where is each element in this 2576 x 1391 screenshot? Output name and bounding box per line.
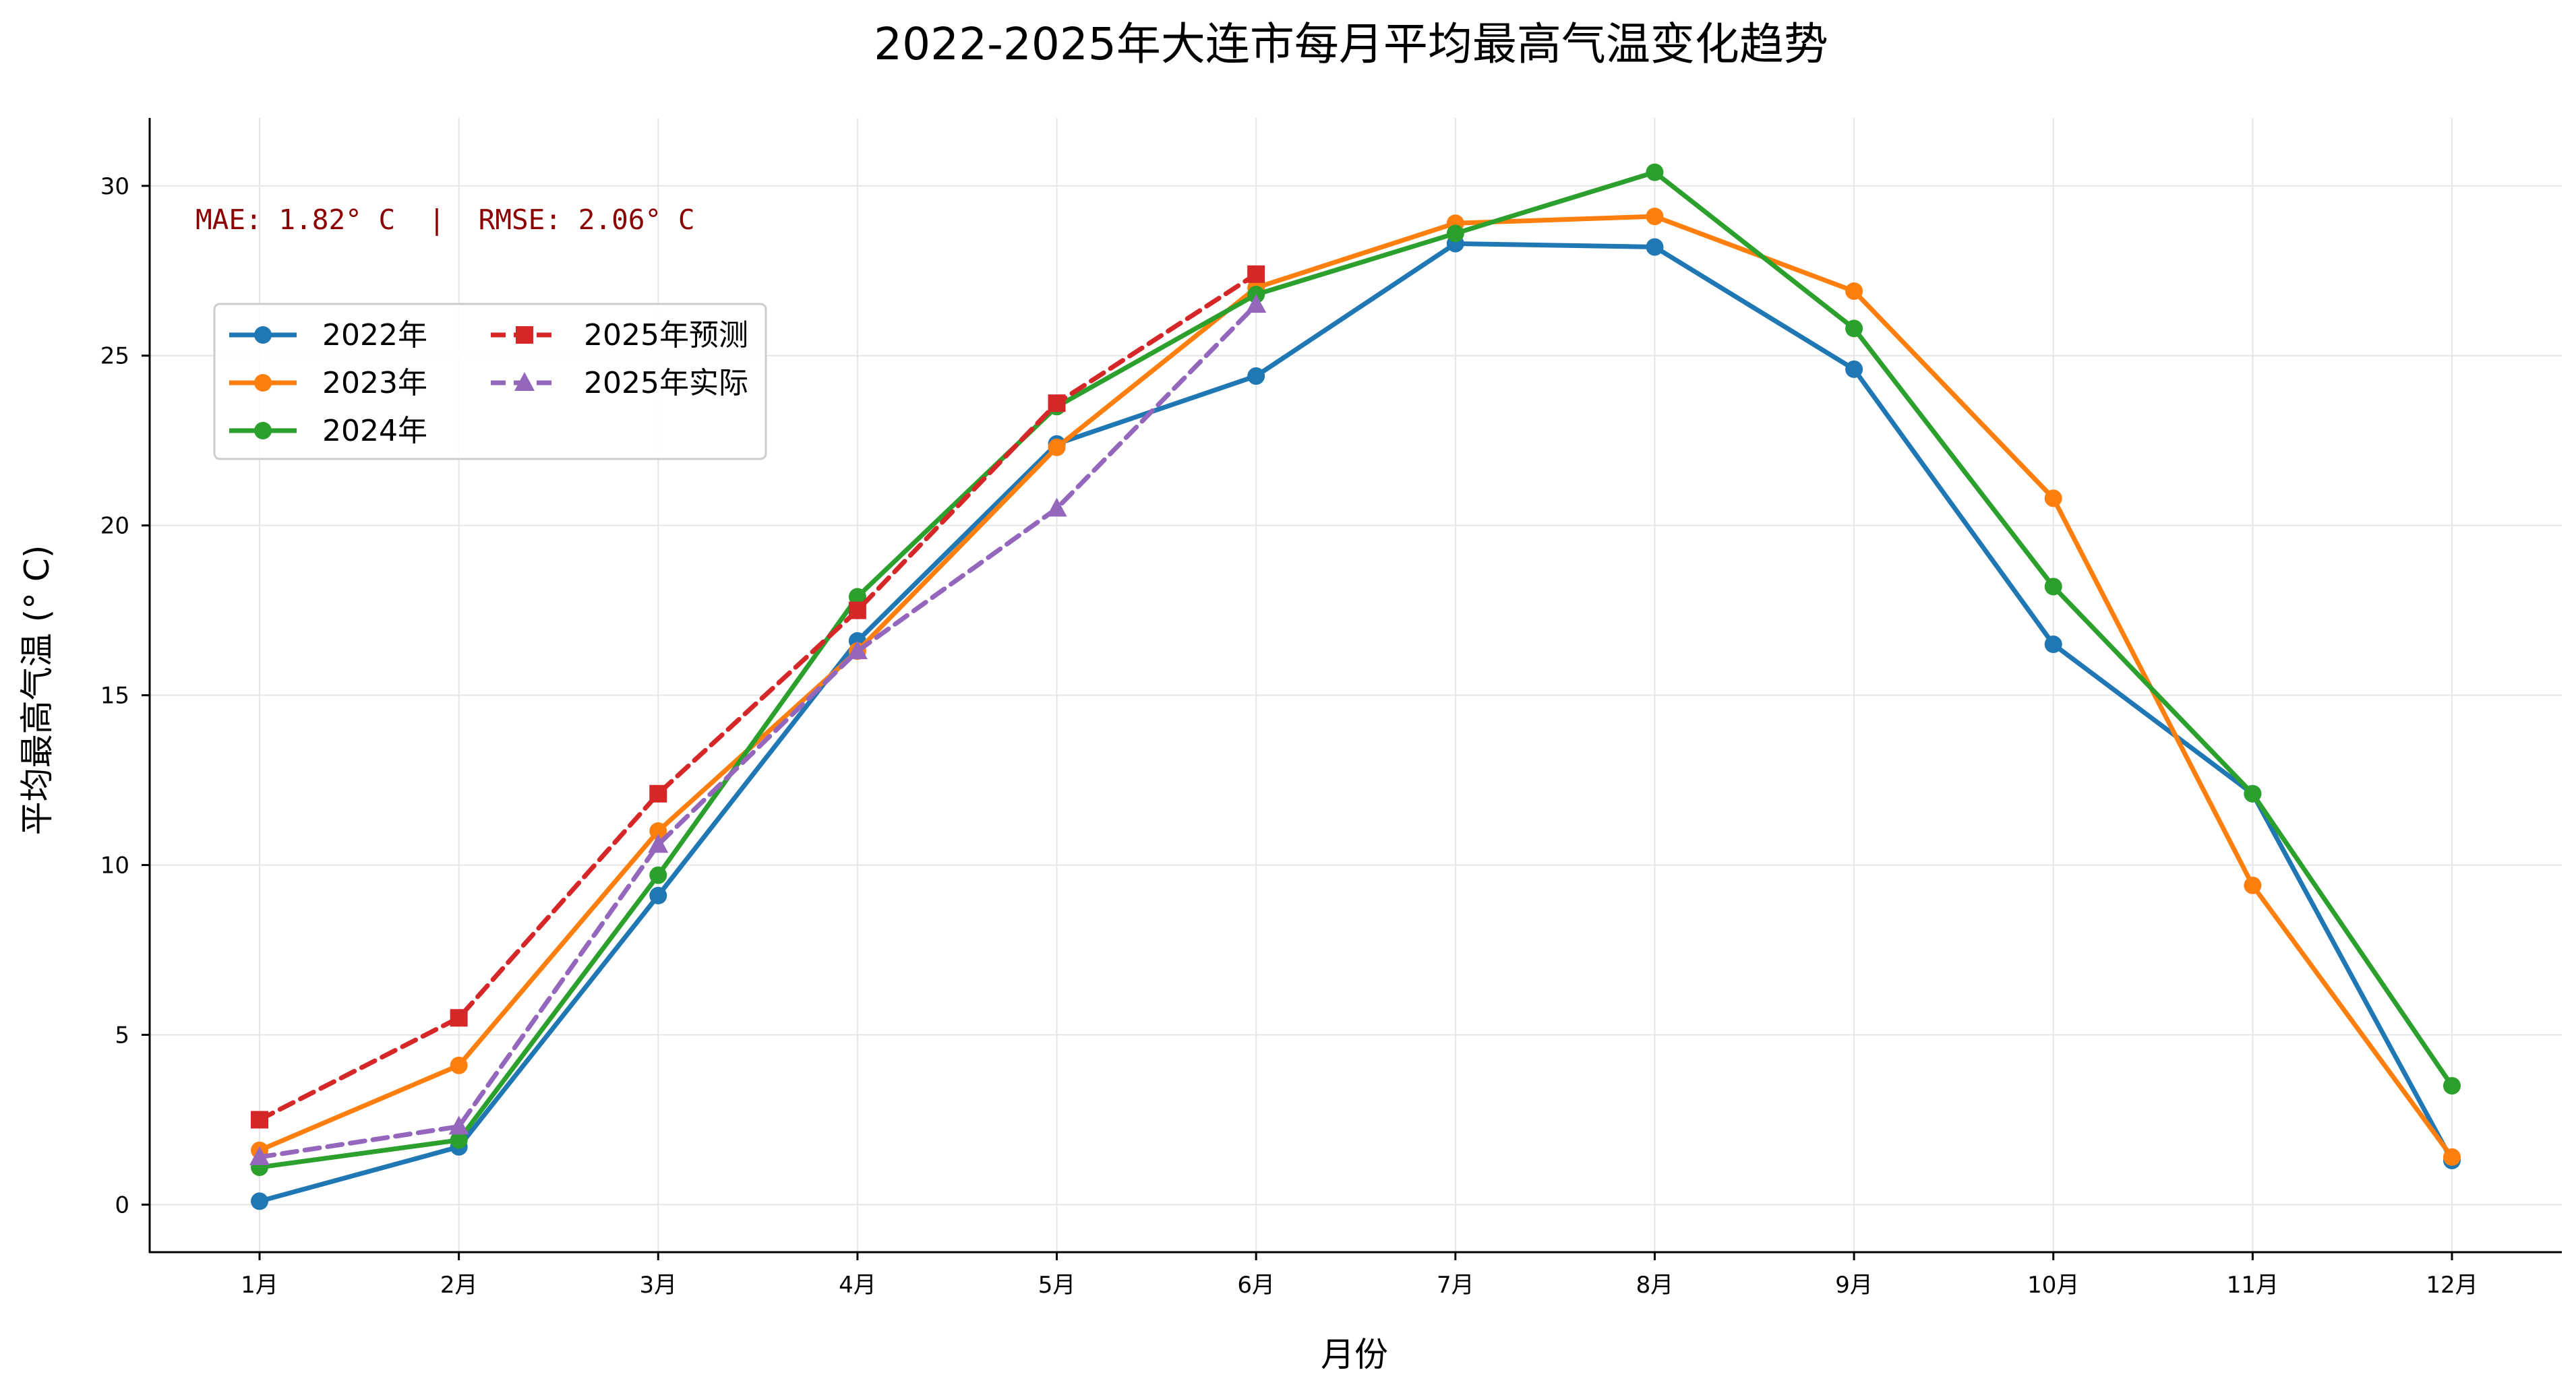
data-point (2044, 489, 2062, 507)
data-point (1048, 438, 1066, 456)
x-tick-label: 2月 (440, 1272, 478, 1299)
y-tick-label: 10 (100, 853, 129, 879)
legend-marker (514, 372, 535, 391)
data-point (1646, 208, 1664, 226)
data-point (1246, 294, 1267, 313)
data-point (2044, 578, 2062, 596)
data-point (1845, 360, 1863, 378)
data-point (1845, 319, 1863, 338)
data-point (2443, 1077, 2461, 1095)
chart-title: 2022-2025年大连市每月平均最高气温变化趋势 (874, 18, 1828, 70)
legend-marker (254, 422, 272, 439)
data-point (649, 822, 667, 840)
data-point (649, 866, 667, 884)
x-tick-label: 3月 (639, 1272, 677, 1299)
data-point (448, 1115, 469, 1135)
x-tick-label: 7月 (1437, 1272, 1474, 1299)
legend-label: 2025年预测 (584, 318, 748, 352)
data-point (251, 1111, 268, 1129)
legend-item: 2022年 (229, 318, 427, 352)
legend-marker (254, 374, 272, 392)
y-tick-label: 0 (115, 1192, 129, 1218)
data-point (1845, 282, 1863, 300)
x-tick-label: 8月 (1636, 1272, 1674, 1299)
legend-label: 2023年 (322, 366, 427, 400)
legend-label: 2025年实际 (584, 366, 748, 400)
data-point (2244, 784, 2262, 803)
series-4 (251, 265, 1265, 1129)
series-line (257, 170, 2455, 1170)
metrics-annotation: MAE: 1.82° C | RMSE: 2.06° C (196, 204, 695, 236)
data-point (1048, 394, 1066, 412)
data-point (2443, 1148, 2461, 1166)
x-tick-label: 10月 (2027, 1272, 2079, 1299)
legend-label: 2024年 (322, 414, 427, 448)
legend: 2022年 2023年 2024年 2025年预测 2025年实际 (213, 303, 767, 460)
x-tick-label: 12月 (2426, 1272, 2478, 1299)
data-point (450, 1009, 468, 1027)
legend-marker (516, 326, 533, 344)
legend-box (213, 303, 767, 460)
labels-layer: 2022-2025年大连市每月平均最高气温变化趋势 月份 平均最高气温 (° C… (18, 18, 1828, 1374)
data-point (648, 834, 669, 853)
legend-item: 2025年预测 (491, 318, 748, 352)
y-axis-title: 平均最高气温 (° C) (18, 545, 57, 836)
x-tick-label: 5月 (1038, 1272, 1076, 1299)
data-point (2044, 636, 2062, 654)
data-point (848, 601, 866, 619)
y-tick-label: 5 (115, 1022, 129, 1049)
y-tick-label: 30 (100, 173, 129, 200)
legend-item: 2025年实际 (491, 366, 748, 400)
data-point (1247, 367, 1265, 385)
data-point (450, 1056, 468, 1074)
x-tick-label: 6月 (1237, 1272, 1275, 1299)
data-point (649, 886, 667, 904)
data-point (847, 640, 868, 660)
series-line (257, 214, 2455, 1160)
y-tick-label: 25 (100, 343, 129, 370)
x-tick-label: 11月 (2227, 1272, 2279, 1299)
x-tick-label: 1月 (241, 1272, 278, 1299)
data-point (848, 588, 866, 606)
legend-marker (254, 326, 272, 344)
legend-item: 2023年 (229, 366, 427, 400)
data-point (1646, 238, 1664, 256)
x-axis-title: 月份 (1321, 1335, 1388, 1374)
series-5 (249, 294, 1267, 1165)
series-line (257, 272, 1259, 1122)
legend-item: 2024年 (229, 414, 427, 448)
data-point (251, 1192, 268, 1210)
data-point (1646, 163, 1664, 181)
x-tick-label: 4月 (839, 1272, 876, 1299)
data-point (249, 1146, 270, 1165)
legend-label: 2022年 (322, 318, 427, 352)
y-tick-label: 20 (100, 513, 129, 540)
axes-layer: 0 5 10 15 20 25 30 1月 2月 3月 4月 5月 6月 7月 8月 9月 10月 11月 12月 (100, 118, 2562, 1299)
data-point (2244, 876, 2262, 894)
y-tick-label: 15 (100, 683, 129, 710)
series-layer (249, 163, 2461, 1210)
x-tick-label: 9月 (1835, 1272, 1873, 1299)
data-point (649, 784, 667, 803)
data-point (1247, 265, 1265, 283)
data-point (1046, 497, 1067, 517)
data-point (1446, 224, 1464, 243)
data-point (450, 1131, 468, 1149)
series-line (257, 241, 2455, 1204)
series-line (257, 302, 1259, 1160)
